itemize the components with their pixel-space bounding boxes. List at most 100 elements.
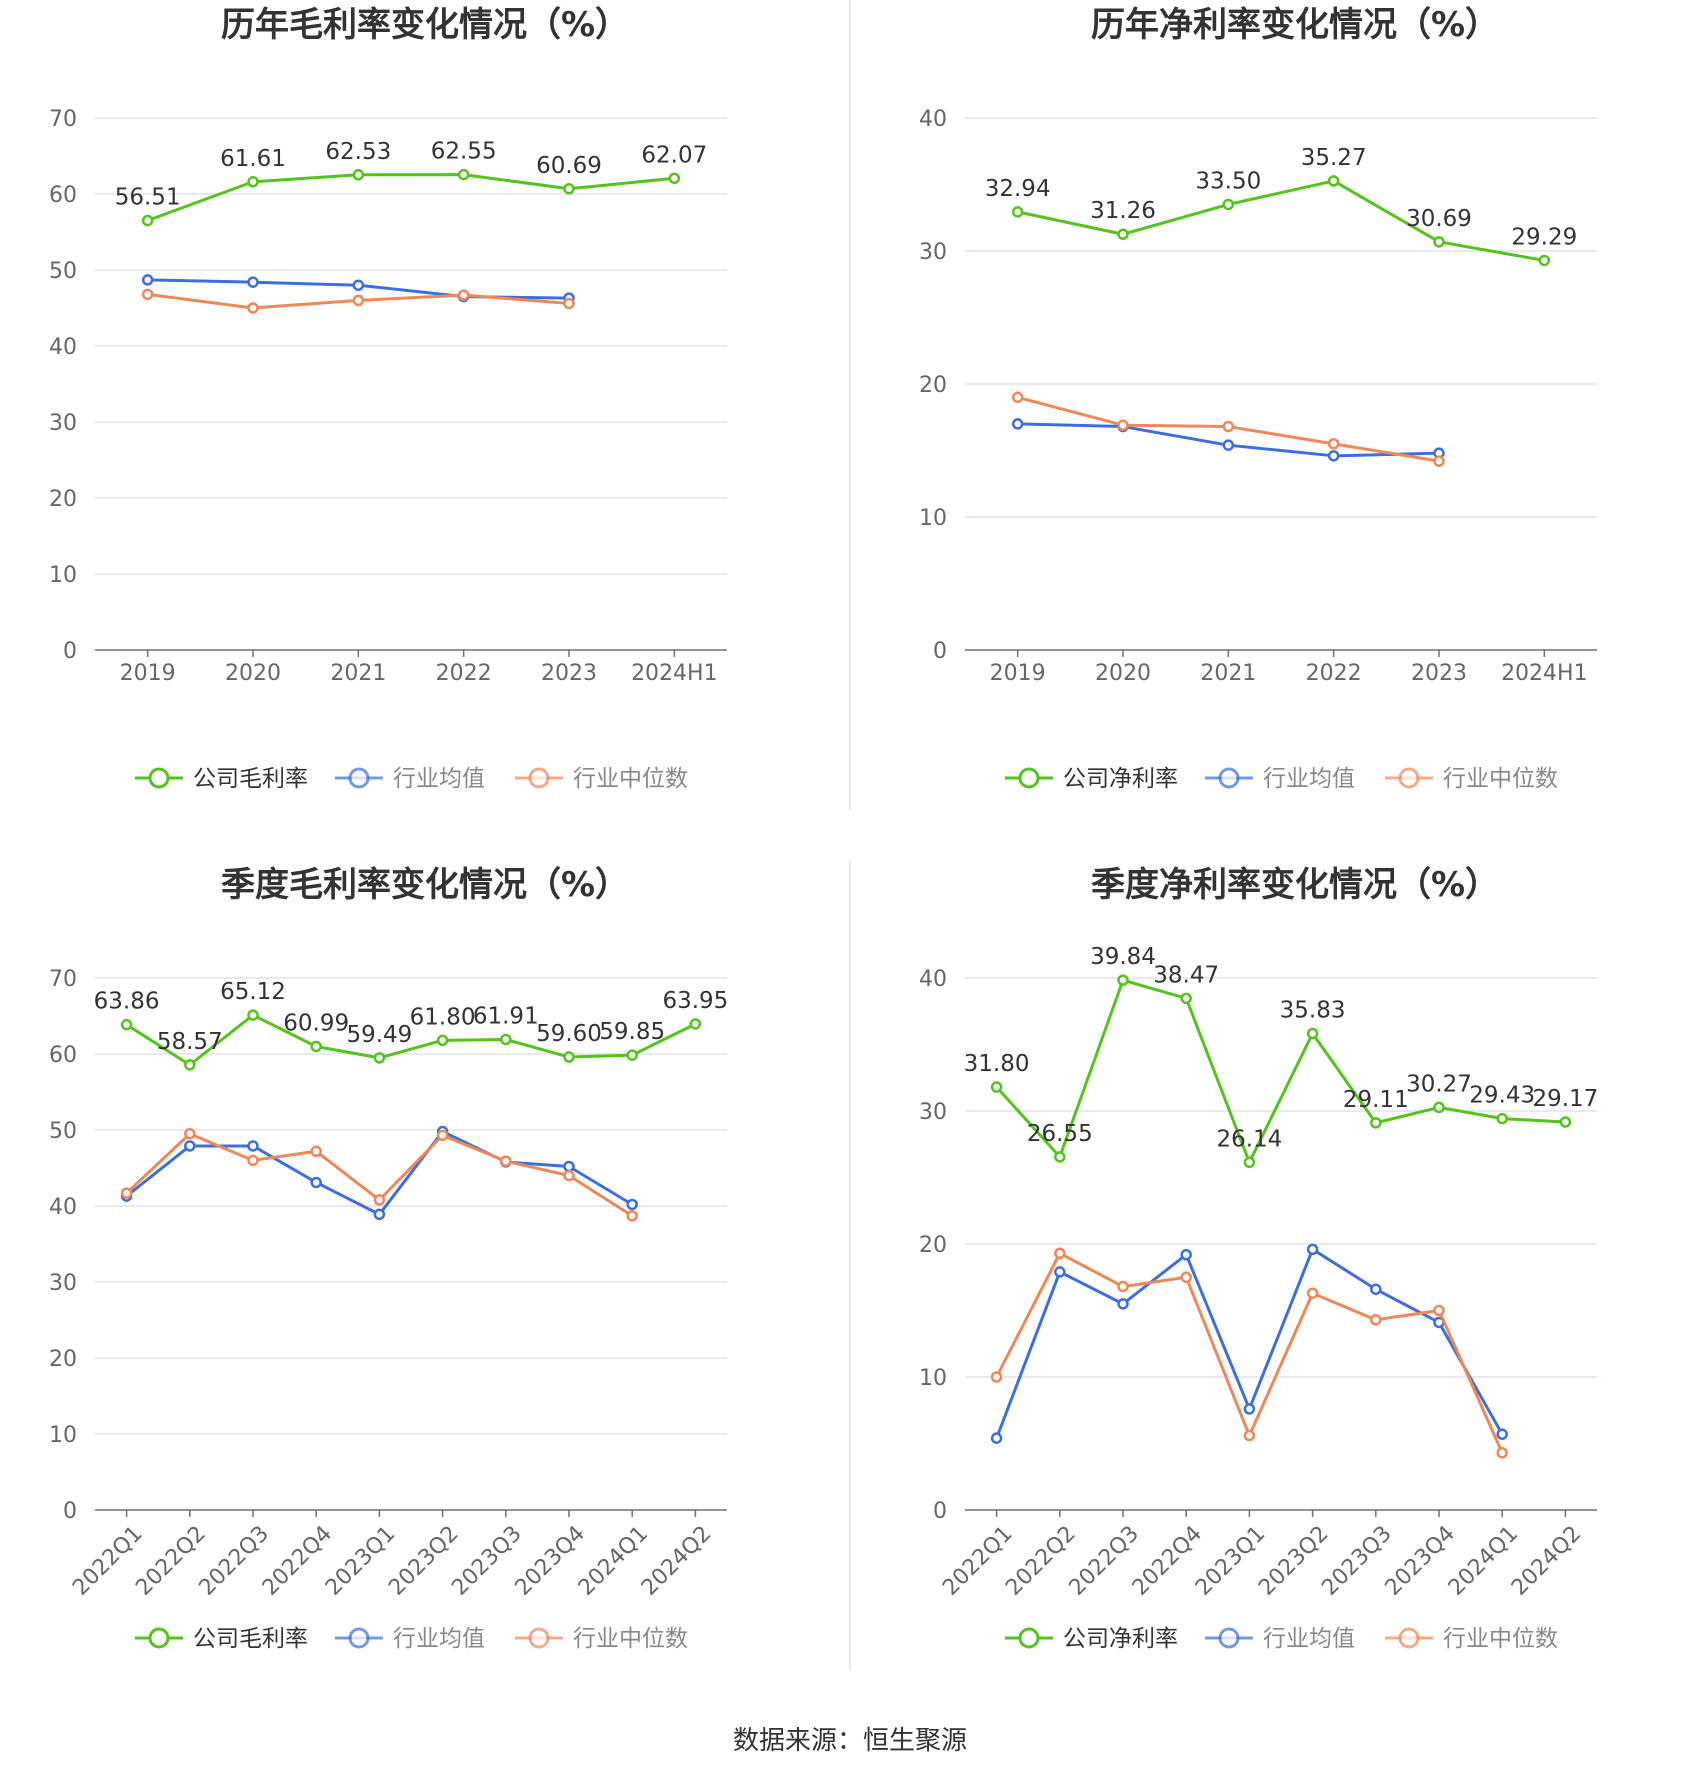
legend-label: 行业均值 xyxy=(1263,766,1355,792)
data-point-median xyxy=(1433,455,1445,467)
x-tick-label: 2022Q1 xyxy=(938,1521,1017,1600)
data-point-company xyxy=(500,1033,512,1046)
legend-marker-icon xyxy=(348,767,370,789)
data-point-median xyxy=(373,1194,386,1206)
y-tick-label: 20 xyxy=(919,373,947,398)
data-point-median xyxy=(141,288,154,301)
data-point-median xyxy=(563,1169,575,1182)
data-point-company xyxy=(373,1052,386,1064)
data-point-company xyxy=(1370,1117,1382,1129)
x-tick-label: 2023 xyxy=(1411,661,1467,686)
legend-label: 行业中位数 xyxy=(573,766,688,792)
legend-marker-icon xyxy=(148,1627,170,1649)
y-tick-label: 0 xyxy=(63,1499,77,1524)
legend-item-avg[interactable]: 行业均值 xyxy=(1205,1626,1355,1652)
data-point-company xyxy=(457,168,470,181)
data-label: 39.84 xyxy=(1090,944,1156,970)
data-source-note: 数据来源：恒生聚源 xyxy=(732,1726,967,1756)
data-point-company xyxy=(990,1081,1003,1093)
data-point-median xyxy=(1433,1304,1445,1317)
data-point-company xyxy=(1011,206,1024,218)
data-point-company xyxy=(626,1049,638,1061)
data-point-avg xyxy=(1243,1403,1256,1415)
y-tick-label: 20 xyxy=(49,487,77,512)
x-tick-label: 2022Q3 xyxy=(1065,1521,1144,1600)
y-tick-label: 30 xyxy=(919,1100,947,1125)
data-label: 30.69 xyxy=(1406,206,1472,232)
x-tick-label: 2023Q3 xyxy=(1317,1521,1396,1600)
data-point-median xyxy=(626,1210,638,1222)
data-label: 29.43 xyxy=(1469,1083,1535,1109)
data-point-company xyxy=(1222,198,1235,211)
legend-item-avg[interactable]: 行业均值 xyxy=(335,1626,485,1652)
legend-marker-icon xyxy=(1398,1627,1420,1649)
legend-item-median[interactable]: 行业中位数 xyxy=(1385,1626,1558,1652)
y-tick-label: 30 xyxy=(919,240,947,265)
data-label: 63.86 xyxy=(94,989,160,1015)
x-tick-label: 2024Q1 xyxy=(1444,1521,1523,1600)
legend-item-avg[interactable]: 行业均值 xyxy=(335,766,485,792)
legend-item-company[interactable]: 公司毛利率 xyxy=(135,766,308,792)
data-point-company xyxy=(1496,1112,1508,1125)
data-label: 29.17 xyxy=(1532,1086,1598,1112)
data-point-avg xyxy=(626,1198,638,1211)
data-point-company xyxy=(247,176,259,188)
legend-label: 公司毛利率 xyxy=(193,766,308,792)
legend-item-company[interactable]: 公司毛利率 xyxy=(135,1626,308,1652)
legend-marker-icon xyxy=(528,1627,550,1649)
data-point-median xyxy=(247,302,259,314)
legend-item-avg[interactable]: 行业均值 xyxy=(1205,766,1355,792)
legend-item-company[interactable]: 公司净利率 xyxy=(1005,766,1178,792)
chart-panel-2: 历年净利率变化情况（%） 0 10 20 30 40 2019 2020 2021 2022 202… xyxy=(919,5,1597,792)
data-point-avg xyxy=(1117,1298,1129,1310)
x-tick-label: 2022Q2 xyxy=(131,1521,210,1600)
data-point-median xyxy=(1306,1287,1319,1299)
chart-panel-4: 季度净利率变化情况（%）0102030402022Q12022Q22022Q32… xyxy=(919,865,1598,1652)
y-tick-label: 0 xyxy=(63,639,77,664)
legend-item-median[interactable]: 行业中位数 xyxy=(1385,766,1558,792)
data-label: 31.26 xyxy=(1090,198,1156,224)
x-tick-label: 2024H1 xyxy=(631,661,718,686)
data-label: 38.47 xyxy=(1153,962,1219,988)
data-point-company xyxy=(247,1009,259,1021)
legend-marker-icon xyxy=(1218,1627,1240,1649)
data-point-median xyxy=(1243,1429,1256,1442)
data-point-median xyxy=(1011,391,1024,404)
data-point-company xyxy=(120,1018,133,1031)
x-tick-label: 2020 xyxy=(225,661,281,686)
data-label: 30.27 xyxy=(1406,1071,1472,1097)
y-tick-label: 40 xyxy=(49,335,77,360)
data-point-company xyxy=(352,169,365,181)
data-label: 65.12 xyxy=(220,979,286,1005)
x-tick-label: 2022Q1 xyxy=(68,1521,147,1600)
y-tick-label: 10 xyxy=(919,506,947,531)
chart-title: 历年毛利率变化情况（%） xyxy=(221,5,629,45)
legend-marker-icon xyxy=(528,767,550,789)
data-label: 56.51 xyxy=(115,185,181,211)
data-point-avg xyxy=(247,276,259,288)
chart-title: 历年净利率变化情况（%） xyxy=(1091,5,1499,45)
legend-item-median[interactable]: 行业中位数 xyxy=(515,766,688,792)
data-point-median xyxy=(1117,419,1129,431)
data-point-avg xyxy=(1370,1283,1382,1295)
x-tick-label: 2023Q1 xyxy=(1191,1521,1270,1600)
chart-title: 季度净利率变化情况（%） xyxy=(1091,865,1499,905)
data-point-avg xyxy=(247,1140,259,1152)
data-point-median xyxy=(1117,1280,1129,1293)
y-tick-label: 60 xyxy=(49,183,77,208)
y-tick-label: 20 xyxy=(49,1347,77,1372)
data-point-company xyxy=(1117,974,1129,986)
data-point-company xyxy=(1243,1156,1256,1169)
legend-item-median[interactable]: 行业中位数 xyxy=(515,1626,688,1652)
data-label: 59.49 xyxy=(346,1022,412,1048)
legend-item-company[interactable]: 公司净利率 xyxy=(1005,1626,1178,1652)
legend-marker-icon xyxy=(1018,1627,1040,1649)
data-point-median xyxy=(1370,1314,1382,1326)
data-point-median xyxy=(247,1154,259,1167)
data-point-median xyxy=(1496,1447,1508,1459)
data-point-median xyxy=(1054,1247,1066,1260)
data-point-median xyxy=(184,1128,196,1140)
x-tick-label: 2021 xyxy=(330,661,386,686)
data-point-company xyxy=(1538,254,1551,267)
data-point-median xyxy=(990,1371,1003,1383)
